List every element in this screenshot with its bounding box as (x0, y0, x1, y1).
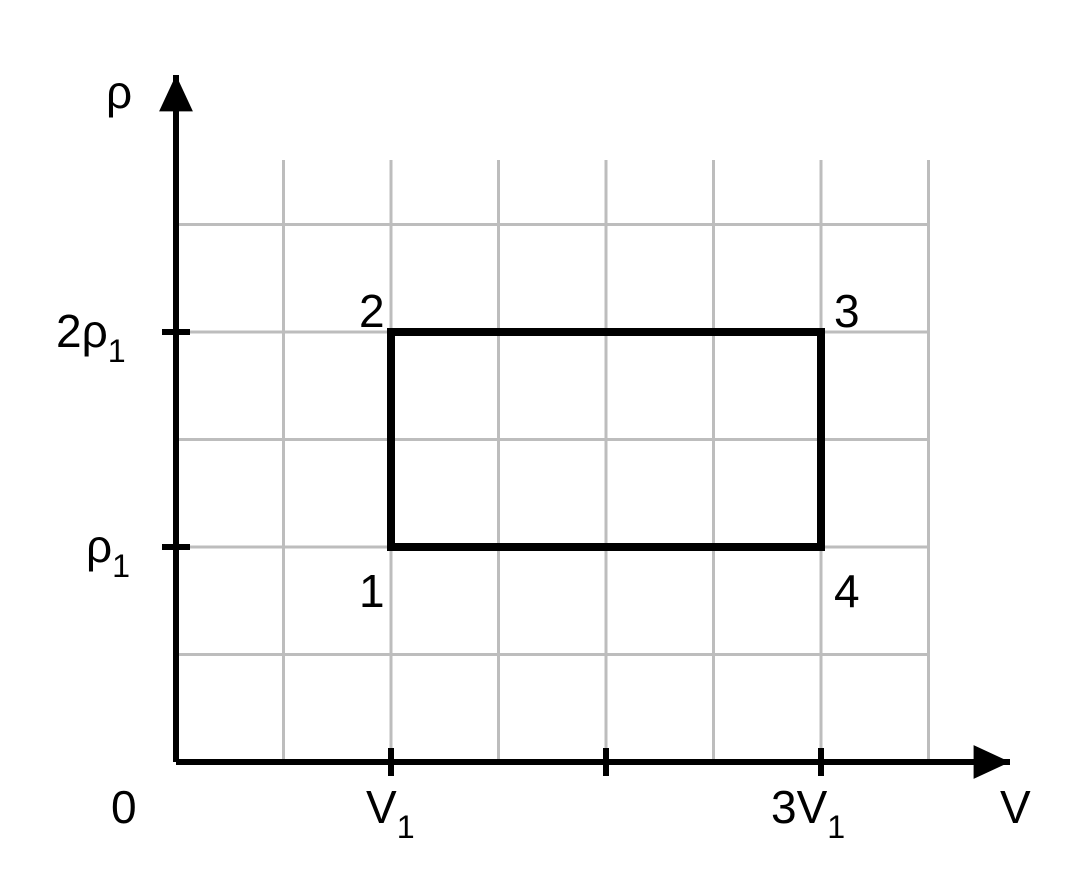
diagram-svg (0, 0, 1076, 886)
x-tick-label-3v1: 3V1 (771, 780, 845, 841)
y-tick-label-2rho1: 2ρ1 (56, 304, 126, 365)
origin-label: 0 (111, 780, 137, 834)
pv-diagram-container: ρ V 0 ρ1 2ρ1 V1 3V1 1 2 3 4 (0, 0, 1076, 886)
corner-label-4: 4 (834, 564, 860, 618)
corner-label-2: 2 (359, 284, 385, 338)
corner-label-3: 3 (834, 284, 860, 338)
y-axis-label: ρ (106, 65, 132, 119)
y-tick-label-rho1: ρ1 (86, 519, 130, 580)
x-tick-label-v1: V1 (366, 780, 415, 841)
x-axis-label: V (1000, 780, 1031, 834)
corner-label-1: 1 (359, 564, 385, 618)
